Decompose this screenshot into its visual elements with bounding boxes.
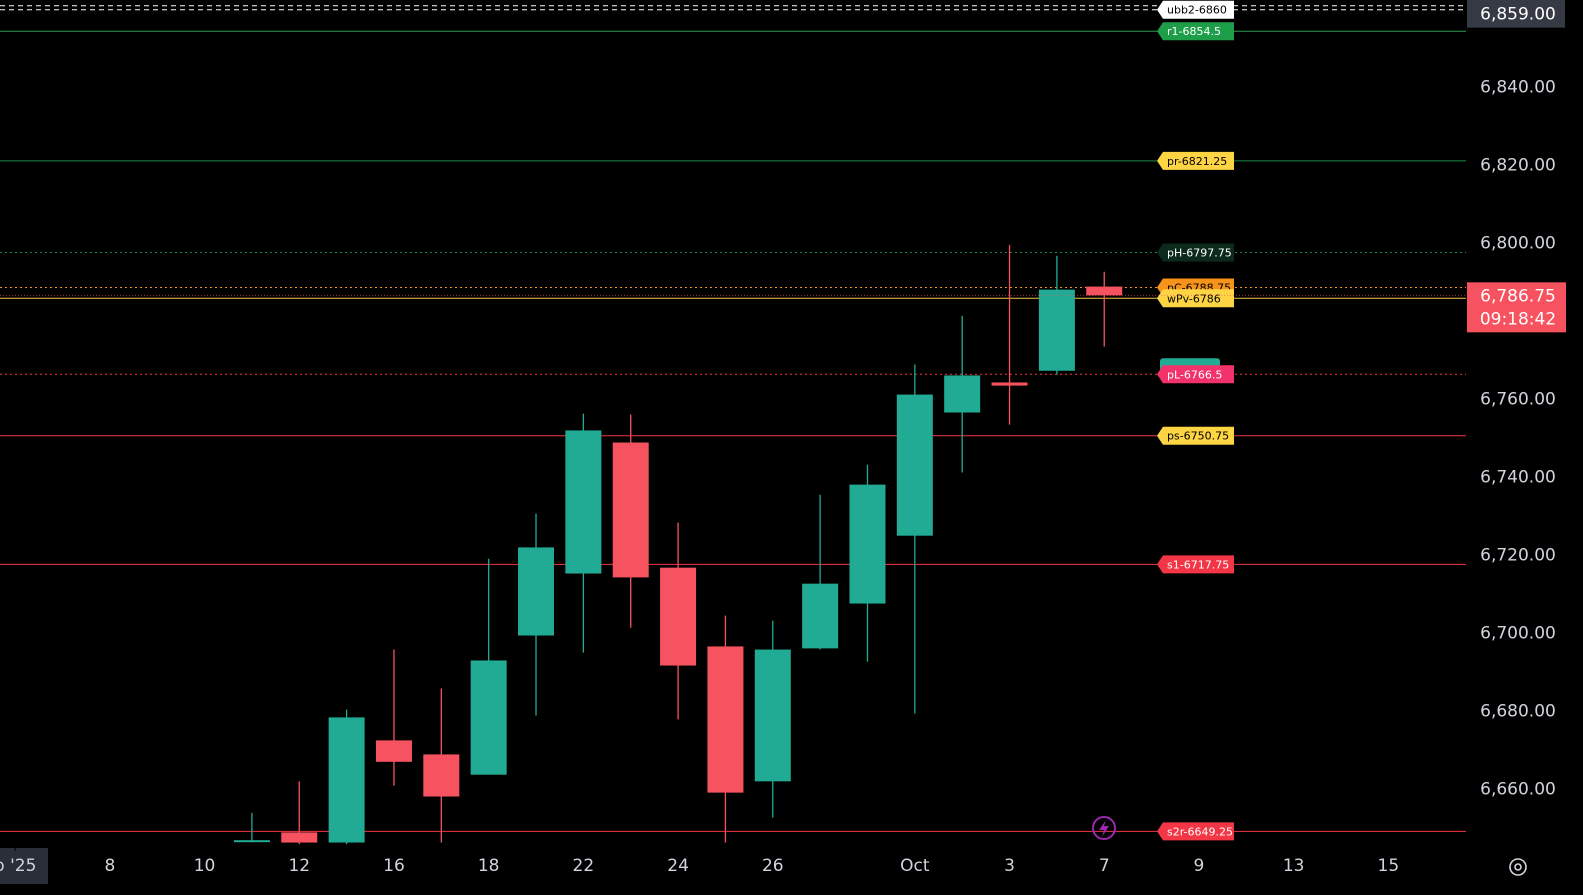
price-marker-box — [1467, 0, 1565, 28]
candle-body — [328, 717, 365, 843]
x-tick-label: 3 — [1004, 856, 1015, 876]
level-tag: pL-6766.5 — [1157, 365, 1234, 384]
candle-body — [470, 660, 507, 775]
level-tag-label: s1-6717.75 — [1167, 558, 1229, 571]
level-tag-box — [1157, 289, 1234, 308]
level-tag-box — [1157, 0, 1234, 19]
level-tag-label: ubb2-6860 — [1167, 4, 1227, 17]
level-tag: ubb2-6860 — [1157, 0, 1234, 19]
candle — [233, 812, 270, 843]
candle — [660, 522, 697, 720]
candle-body — [281, 832, 318, 843]
y-tick-label: 6,760.00 — [1480, 390, 1556, 410]
candle — [707, 615, 744, 843]
level-tag-label: s2r-6649.25 — [1167, 825, 1233, 838]
candle-body — [991, 382, 1028, 386]
candle-body — [565, 430, 602, 574]
level-tag-label: ps-6750.75 — [1167, 430, 1229, 443]
x-tick-label: Oct — [900, 856, 930, 876]
y-tick-label: 6,820.00 — [1480, 156, 1556, 176]
level-tag-label: pr-6821.25 — [1167, 155, 1227, 168]
candle-body — [612, 442, 649, 578]
level-tag-box — [1157, 243, 1234, 262]
level-tag-box — [1157, 555, 1234, 574]
level-tag: ps-6750.75 — [1157, 426, 1234, 445]
x-tick-label: 26 — [762, 856, 784, 876]
candle — [281, 781, 318, 845]
candle — [1086, 271, 1123, 347]
last-price-box — [1467, 282, 1566, 333]
candle — [565, 413, 602, 653]
y-tick-label: 6,840.00 — [1480, 78, 1556, 98]
candle — [612, 414, 649, 628]
level-tag: r1-6854.5 — [1157, 22, 1234, 41]
y-tick-label: 6,700.00 — [1480, 624, 1556, 644]
candle-body — [375, 740, 412, 762]
x-tick-label: 12 — [288, 856, 310, 876]
date-highlight — [0, 848, 48, 884]
alert-icon[interactable] — [1092, 816, 1116, 840]
level-tag: pH-6797.75 — [1157, 243, 1234, 262]
candle-body — [1038, 289, 1075, 371]
price-marker-label: 6,859.00 — [1480, 5, 1556, 25]
x-tick-label: 13 — [1283, 856, 1305, 876]
y-tick-label: 6,660.00 — [1480, 780, 1556, 800]
level-tag-box — [1157, 426, 1234, 445]
level-tag-label: pL-6766.5 — [1167, 368, 1222, 381]
candle-body — [1086, 286, 1123, 296]
level-tag: s1-6717.75 — [1157, 555, 1234, 574]
level-tag-box — [1157, 822, 1234, 841]
candle — [1038, 255, 1075, 375]
level-tag: s2r-6649.25 — [1157, 822, 1234, 841]
x-tick-label: 9 — [1194, 856, 1205, 876]
candle — [423, 688, 460, 843]
candle-body — [660, 567, 697, 666]
candle-body — [802, 583, 839, 649]
candle-body — [944, 375, 981, 413]
candle-body — [233, 840, 270, 843]
candle-body — [423, 754, 460, 797]
candle — [991, 244, 1028, 425]
level-tag-label: pH-6797.75 — [1167, 246, 1232, 259]
candle — [754, 620, 791, 818]
y-tick-label: 6,680.00 — [1480, 702, 1556, 722]
x-tick-label: 22 — [573, 856, 595, 876]
candle — [849, 464, 886, 662]
candle — [518, 513, 555, 716]
candle — [375, 649, 412, 786]
candle — [328, 709, 365, 845]
x-tick-label: 15 — [1378, 856, 1400, 876]
candle-body — [518, 547, 555, 636]
x-tick-label: 18 — [478, 856, 500, 876]
candle-body — [707, 646, 744, 793]
x-tick-label: 10 — [194, 856, 216, 876]
level-tag: pr-6821.25 — [1157, 151, 1234, 170]
x-tick-label: p '25 — [0, 856, 36, 876]
candle — [944, 315, 981, 473]
level-tag-label: r1-6854.5 — [1167, 25, 1221, 38]
level-tag: wPv-6786 — [1157, 289, 1234, 308]
level-tag-label: wPv-6786 — [1167, 292, 1221, 305]
x-tick-label: 8 — [104, 856, 115, 876]
y-tick-label: 6,800.00 — [1480, 234, 1556, 254]
level-tag-box — [1157, 151, 1234, 170]
last-price-label: 6,786.75 — [1480, 286, 1556, 306]
x-tick-label: 16 — [383, 856, 405, 876]
level-tag-box — [1157, 365, 1234, 384]
settings-icon[interactable] — [1509, 858, 1527, 876]
y-tick-label: 6,740.00 — [1480, 468, 1556, 488]
x-tick-label: 24 — [667, 856, 689, 876]
y-tick-label: 6,720.00 — [1480, 546, 1556, 566]
candle — [802, 494, 839, 650]
candle-body — [754, 649, 791, 782]
candle-body — [896, 394, 933, 536]
x-tick-label: 7 — [1099, 856, 1110, 876]
candle-body — [849, 484, 886, 604]
level-tag-box — [1157, 22, 1234, 41]
candle — [470, 558, 507, 775]
candle — [896, 364, 933, 714]
countdown-label: 09:18:42 — [1480, 309, 1556, 329]
